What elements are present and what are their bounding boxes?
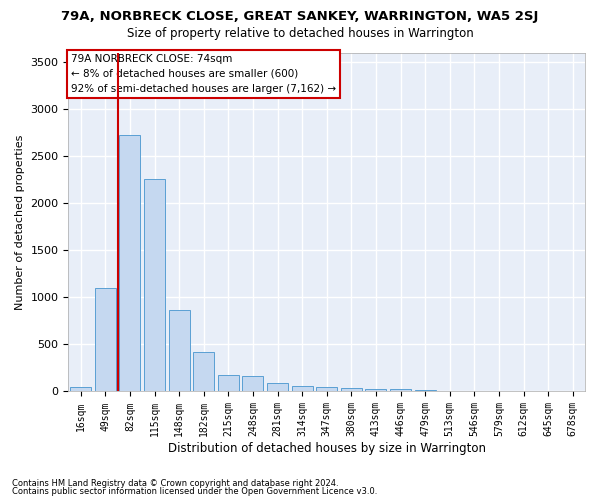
X-axis label: Distribution of detached houses by size in Warrington: Distribution of detached houses by size … — [168, 442, 486, 455]
Bar — [193, 352, 214, 392]
Bar — [341, 388, 362, 392]
Bar — [390, 389, 411, 392]
Bar — [365, 388, 386, 392]
Bar — [169, 310, 190, 392]
Text: 79A NORBRECK CLOSE: 74sqm
← 8% of detached houses are smaller (600)
92% of semi-: 79A NORBRECK CLOSE: 74sqm ← 8% of detach… — [71, 54, 336, 94]
Text: Size of property relative to detached houses in Warrington: Size of property relative to detached ho… — [127, 28, 473, 40]
Bar — [267, 382, 288, 392]
Bar — [144, 178, 165, 392]
Bar — [292, 386, 313, 392]
Bar — [415, 390, 436, 392]
Bar — [439, 390, 460, 392]
Bar — [242, 376, 263, 392]
Bar — [119, 136, 140, 392]
Bar — [464, 390, 485, 392]
Text: 79A, NORBRECK CLOSE, GREAT SANKEY, WARRINGTON, WA5 2SJ: 79A, NORBRECK CLOSE, GREAT SANKEY, WARRI… — [61, 10, 539, 23]
Bar — [316, 387, 337, 392]
Bar — [218, 376, 239, 392]
Text: Contains public sector information licensed under the Open Government Licence v3: Contains public sector information licen… — [12, 487, 377, 496]
Bar — [70, 387, 91, 392]
Y-axis label: Number of detached properties: Number of detached properties — [15, 134, 25, 310]
Bar — [95, 288, 116, 392]
Text: Contains HM Land Registry data © Crown copyright and database right 2024.: Contains HM Land Registry data © Crown c… — [12, 478, 338, 488]
